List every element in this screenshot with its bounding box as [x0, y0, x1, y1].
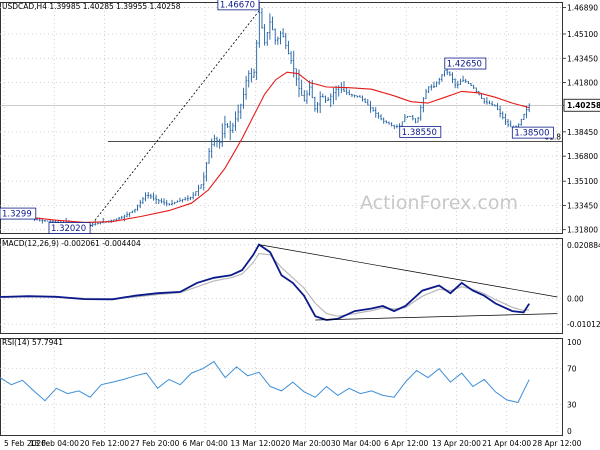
price-label-box: [48, 222, 91, 234]
y-tick-label-main: 1.35100: [567, 177, 598, 186]
main-price-panel: 61.81.466701.426501.385501.385001.320201…: [0, 0, 563, 234]
main-frame: [0, 2, 563, 234]
rsi-panel: [0, 360, 563, 405]
price-label: 1.3299: [2, 210, 32, 220]
y-tick-label-main: 1.33450: [567, 201, 598, 210]
x-tick-label: 6 Mar 04:00: [182, 439, 228, 448]
last-price-value: 1.40258: [567, 101, 600, 110]
y-tick-label-rsi: 70: [567, 365, 577, 374]
price-label-box: [444, 57, 487, 70]
price-label: 1.32020: [51, 224, 86, 234]
price-label: 1.38500: [514, 129, 549, 139]
rsi-frame: [0, 338, 563, 436]
price-label-box: [399, 125, 442, 138]
macd-frame: [0, 238, 563, 334]
y-tick-label-rsi: 0: [567, 427, 572, 436]
moving-average-line: [0, 71, 530, 223]
chart-background: [0, 2, 563, 436]
x-tick-label: 20 Mar 20:00: [281, 439, 331, 448]
rsi-line: [0, 360, 530, 404]
y-tick-label-macd: 0.020884: [567, 241, 600, 250]
x-tick-label: 13 Mar 12:00: [230, 439, 280, 448]
x-tick-label: 28 Apr 12:00: [533, 439, 582, 448]
x-tick-label: 13 Apr 20:00: [432, 439, 481, 448]
x-tick-label: 6 Apr 12:00: [384, 439, 428, 448]
y-tick-label-main: 1.43450: [567, 54, 598, 63]
macd-line: [0, 243, 530, 321]
y-tick-label-main: 1.46890: [567, 4, 598, 13]
y-tick-label-main: 1.41800: [567, 79, 598, 88]
macd-signal-line: [0, 252, 530, 317]
price-label-box: [217, 0, 260, 11]
x-tick-label: 20 Feb 12:00: [80, 439, 129, 448]
macd-header: MACD(12,26,9) -0.002061 -0.004404: [2, 239, 141, 248]
y-tick-label-main: 1.38450: [567, 128, 598, 137]
main-header: USDCAD,H4 1.39985 1.40285 1.39955 1.4025…: [2, 2, 181, 11]
macd-trend-line: [315, 313, 558, 321]
price-label: 1.42650: [447, 60, 482, 70]
y-tick-label-rsi: 30: [567, 400, 577, 409]
y-tick-label-main: 1.31800: [567, 226, 598, 235]
y-tick-label-main: 1.45100: [567, 30, 598, 39]
price-label-box: [511, 126, 554, 139]
x-tick-label: 21 Apr 04:00: [482, 439, 531, 448]
watermark: ActionForex.com: [360, 192, 518, 214]
macd-panel: [0, 243, 563, 325]
last-price-tag: [563, 98, 600, 112]
y-tick-label-rsi: 100: [567, 338, 582, 347]
price-label-box: [0, 207, 37, 220]
x-tick-label: 30 Mar 04:00: [331, 439, 381, 448]
rsi-header: RSI(14) 57.7941: [2, 338, 63, 347]
price-label: 1.46670: [220, 0, 255, 10]
macd-trend-line: [258, 244, 558, 298]
x-tick-label: 13 Feb 04:00: [30, 439, 79, 448]
price-label: 1.38550: [402, 128, 437, 138]
trend-line-dotted: [89, 10, 260, 227]
y-tick-label-macd: 0.00: [567, 294, 584, 303]
y-tick-label-main: 1.36800: [567, 152, 598, 161]
x-tick-label: 27 Feb 20:00: [130, 439, 179, 448]
x-tick-label: 5 Feb 2020: [4, 439, 46, 448]
